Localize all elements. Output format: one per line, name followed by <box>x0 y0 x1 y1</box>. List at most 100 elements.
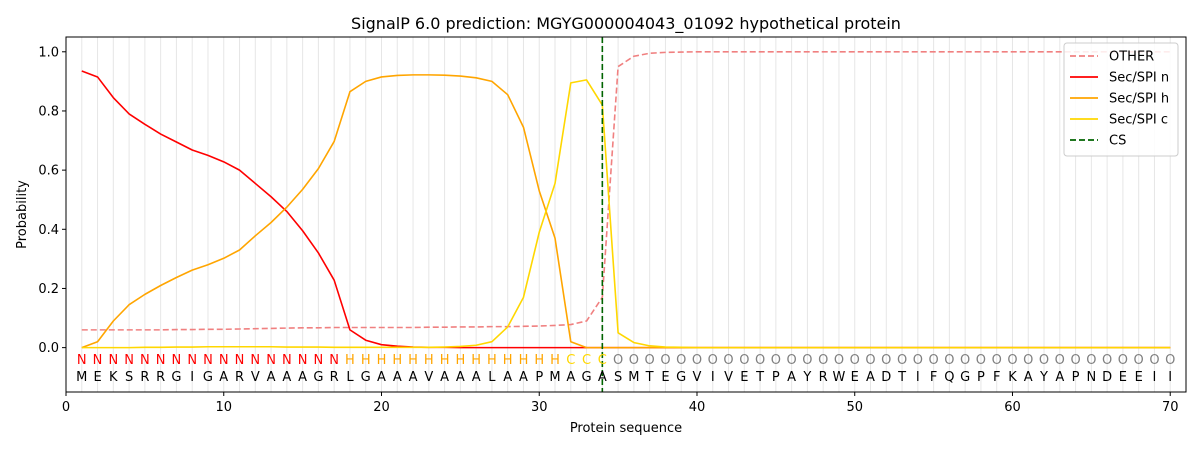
residue-letter: G <box>960 370 970 385</box>
region-label: N <box>77 353 87 368</box>
x-axis-label: Protein sequence <box>570 421 682 436</box>
residue-letter: M <box>628 370 639 385</box>
region-label: O <box>897 353 907 368</box>
region-label: H <box>377 353 387 368</box>
region-label: N <box>124 353 134 368</box>
residue-letter: D <box>1102 370 1112 385</box>
residue-letter: A <box>440 370 449 385</box>
region-label: N <box>235 353 245 368</box>
region-label: H <box>550 353 560 368</box>
y-axis-label: Probability <box>15 180 30 249</box>
residue-letter: T <box>755 370 764 385</box>
region-label: H <box>519 353 529 368</box>
legend-entry-label: Sec/SPI n <box>1109 71 1169 86</box>
region-label: O <box>723 353 733 368</box>
residue-letter: V <box>251 370 260 385</box>
residue-letter: G <box>171 370 181 385</box>
residue-letter: P <box>1072 370 1080 385</box>
region-label: O <box>1055 353 1065 368</box>
residue-letter: T <box>645 370 654 385</box>
x-tick-label: 10 <box>215 400 232 415</box>
residue-letter: A <box>409 370 418 385</box>
region-label: N <box>314 353 324 368</box>
region-label: O <box>1165 353 1175 368</box>
y-tick-label: 1.0 <box>38 45 59 60</box>
region-label: N <box>187 353 197 368</box>
plot-area <box>66 37 1186 392</box>
region-label: N <box>266 353 276 368</box>
residue-letter: L <box>488 370 496 385</box>
region-label: O <box>881 353 891 368</box>
residue-letter: V <box>693 370 702 385</box>
residue-letter: A <box>282 370 291 385</box>
region-label: N <box>282 353 292 368</box>
residue-letter: E <box>661 370 669 385</box>
residue-letter: V <box>424 370 433 385</box>
x-tick-label: 70 <box>1162 400 1179 415</box>
residue-letter: A <box>456 370 465 385</box>
region-label: N <box>329 353 339 368</box>
region-label: O <box>1039 353 1049 368</box>
series-lines <box>81 50 1171 349</box>
residue-letter: I <box>916 370 920 385</box>
grid-lines <box>81 37 1171 392</box>
residue-letter: P <box>772 370 780 385</box>
series-line-other <box>81 50 1171 331</box>
region-label: N <box>219 353 229 368</box>
region-label: O <box>692 353 702 368</box>
region-label: N <box>298 353 308 368</box>
residue-letter: K <box>109 370 118 385</box>
residue-letter: A <box>472 370 481 385</box>
region-label: O <box>976 353 986 368</box>
region-label: O <box>645 353 655 368</box>
residue-letter: R <box>235 370 244 385</box>
region-label: C <box>598 353 607 368</box>
x-tick-label: 60 <box>1004 400 1021 415</box>
region-label: O <box>1070 353 1080 368</box>
residue-letter: G <box>203 370 213 385</box>
residue-letter: V <box>724 370 733 385</box>
residue-letter: G <box>361 370 371 385</box>
residue-letter: T <box>897 370 906 385</box>
plot-frame <box>65 36 1187 393</box>
region-label: O <box>850 353 860 368</box>
region-label: O <box>1102 353 1112 368</box>
region-label: H <box>487 353 497 368</box>
region-label: O <box>660 353 670 368</box>
region-label: N <box>203 353 213 368</box>
residue-letter: E <box>1135 370 1143 385</box>
residue-letter: I <box>1168 370 1172 385</box>
residue-letter: A <box>219 370 228 385</box>
residue-letter: F <box>930 370 937 385</box>
legend-entry-label: CS <box>1109 134 1126 149</box>
residue-letter: R <box>140 370 149 385</box>
residue-letter: E <box>93 370 101 385</box>
region-label: N <box>172 353 182 368</box>
residue-letter: I <box>190 370 194 385</box>
y-tick-label: 0.8 <box>38 104 59 119</box>
residue-letter: P <box>535 370 543 385</box>
residue-letter: Q <box>944 370 954 385</box>
legend-entry-label: OTHER <box>1109 50 1154 65</box>
region-label: H <box>424 353 434 368</box>
region-label: O <box>629 353 639 368</box>
region-label: N <box>108 353 118 368</box>
residue-letter: S <box>125 370 133 385</box>
x-tick-label: 20 <box>373 400 390 415</box>
residue-letter: A <box>519 370 528 385</box>
residue-letter: L <box>346 370 354 385</box>
region-label: O <box>992 353 1002 368</box>
residue-letter: P <box>977 370 985 385</box>
legend-box <box>1063 42 1179 157</box>
region-label: H <box>345 353 355 368</box>
region-label: N <box>250 353 260 368</box>
residue-letter: W <box>833 370 846 385</box>
x-tick-label: 50 <box>846 400 863 415</box>
residue-letter: A <box>267 370 276 385</box>
residue-letter: M <box>549 370 560 385</box>
region-label: O <box>960 353 970 368</box>
region-label: O <box>928 353 938 368</box>
region-label: O <box>755 353 765 368</box>
residue-letter: A <box>503 370 512 385</box>
region-label: O <box>1134 353 1144 368</box>
